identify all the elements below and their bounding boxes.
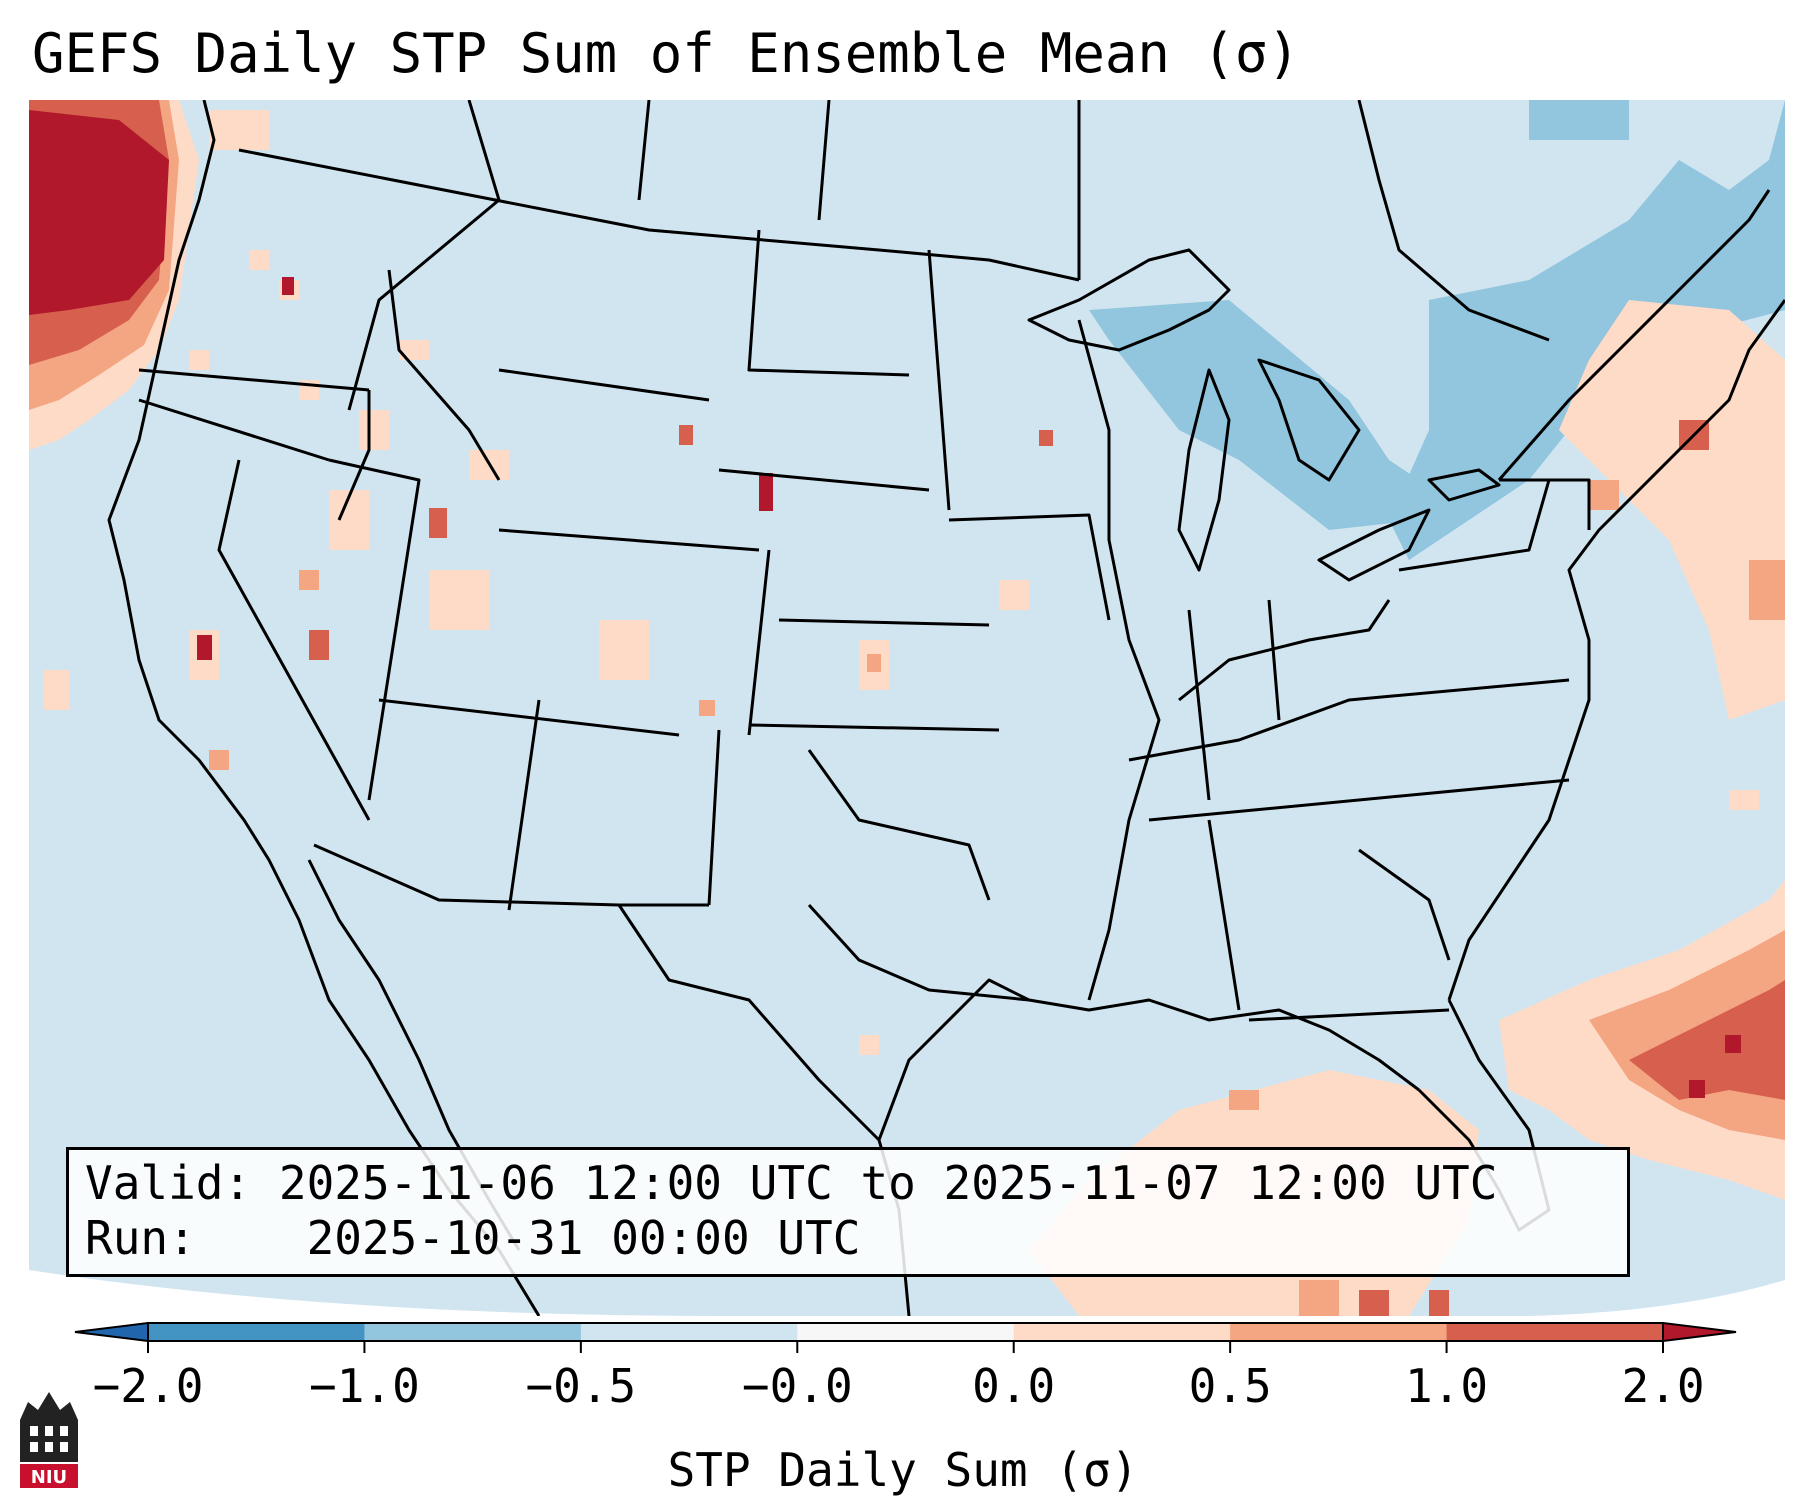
atlantic-coast [1447,299,1785,1001]
border-iowa-missouri [948,513,1111,621]
border-wyoming-colorado [498,528,760,552]
lake-huron [1257,358,1361,482]
university-seal-icon: NIU [20,1392,78,1488]
border-arizona-nm [507,699,541,911]
validity-info-box: Valid: 2025-11-06 12:00 UTC to 2025-11-0… [66,1147,1630,1277]
colorbar-ticks: −2.0 −1.0 −0.5 −0.0 0.0 0.5 1.0 2.0 [93,1341,1705,1413]
border-nm-mexico [313,843,709,907]
outside-domain-sw [29,1270,729,1316]
border-tennessee [1148,778,1570,822]
colorbar-tick-label: −2.0 [93,1359,204,1413]
colorbar-bin [364,1323,582,1341]
coastlines-and-borders [107,100,1785,1316]
border-north-dakota [747,229,910,377]
gulf-coast [1028,998,1420,1092]
rio-grande [617,904,881,1142]
anomaly-great-lakes-northeast [1089,100,1785,560]
anomaly-west-scattered [44,340,1053,770]
border-kentucky [1128,678,1570,762]
colorbar-bin [1013,1323,1231,1341]
border-manitoba [817,100,831,221]
colorbar-tick-label: 0.5 [1189,1359,1272,1413]
outside-domain-se [1529,1280,1785,1316]
border-nebraska-kansas [778,618,990,627]
border-nevada-utah [328,458,421,801]
border-minnesota [927,249,951,511]
border-pennsylvania [1398,479,1551,572]
anomaly-pacific-northwest [29,100,319,450]
colorbar: −2.0 −1.0 −0.5 −0.0 0.0 0.5 1.0 2.0 STP Daily S… [0,1316,1803,1506]
lake-michigan [1177,368,1231,572]
border-washington-oregon [138,368,370,392]
colorbar-tick-label: −0.5 [525,1359,636,1413]
colorbar-over-extension [1662,1321,1737,1343]
colorbar-bin [797,1323,1015,1341]
border-california-nevada [217,459,371,821]
colorbar-tick-label: −0.0 [742,1359,853,1413]
border-oregon-idaho [337,390,371,521]
run-value: 2025-10-31 00:00 UTC [306,1211,861,1265]
border-georgia-florida [1248,1008,1450,1022]
colorbar-tick-label: −1.0 [309,1359,420,1413]
border-canada-quebec [1357,100,1550,342]
border-nm-texas [707,729,721,906]
border-utah-arizona [378,698,680,737]
anomaly-bahamas [1499,880,1785,1200]
colorbar-tick-label: 1.0 [1405,1359,1488,1413]
valid-value: 2025-11-06 12:00 UTC to 2025-11-07 12:00… [278,1156,1498,1210]
border-indiana-illinois [1187,609,1211,801]
border-canada-west [238,148,1080,282]
colorbar-bins [74,1321,1737,1343]
colorbar-tick-label: 0.0 [972,1359,1055,1413]
st-lawrence [1497,189,1771,481]
border-idaho-montana [387,269,501,481]
border-kansas-oklahoma [748,723,1000,732]
logo-text: NIU [31,1467,67,1488]
colorbar-bin [148,1323,365,1341]
pacific-coastline [107,100,541,1316]
border-colorado-kansas [747,549,771,736]
border-oklahoma-texas [807,749,991,901]
colorbar-label: STP Daily Sum (σ) [668,1443,1139,1497]
border-oregon-california [138,398,330,462]
border-mississippi-river [1077,319,1161,1001]
border-canada-bc-alberta [347,100,501,411]
colorbar-under-extension [74,1321,149,1343]
border-new-york [1499,478,1591,530]
border-indiana-ohio [1267,599,1281,721]
lake-ontario [1427,468,1501,502]
border-ohio-river [1178,599,1391,702]
colorbar-bin [1230,1323,1448,1341]
run-label: Run: [85,1211,196,1265]
colorbar-frame [147,1322,1664,1342]
lake-erie [1317,508,1431,582]
map-panel [29,100,1785,1316]
colorbar-tick-label: 2.0 [1621,1359,1704,1413]
map-title: GEFS Daily STP Sum of Ensemble Mean (σ) [32,22,1300,85]
border-sd-nebraska [718,468,930,492]
colorbar-bin [580,1323,798,1341]
colorbar-bin [1446,1323,1664,1341]
border-georgia-sc [1358,848,1451,961]
border-saskatchewan [637,100,651,201]
valid-label: Valid: [85,1156,252,1210]
border-alabama-georgia [1207,819,1241,1011]
map-canvas [29,100,1785,1316]
niu-logo: NIU [18,1390,80,1490]
lake-superior [1027,248,1231,352]
border-montana-wyoming [498,368,710,402]
colorbar-svg: −2.0 −1.0 −0.5 −0.0 0.0 0.5 1.0 2.0 STP Daily S… [74,1321,1737,1497]
